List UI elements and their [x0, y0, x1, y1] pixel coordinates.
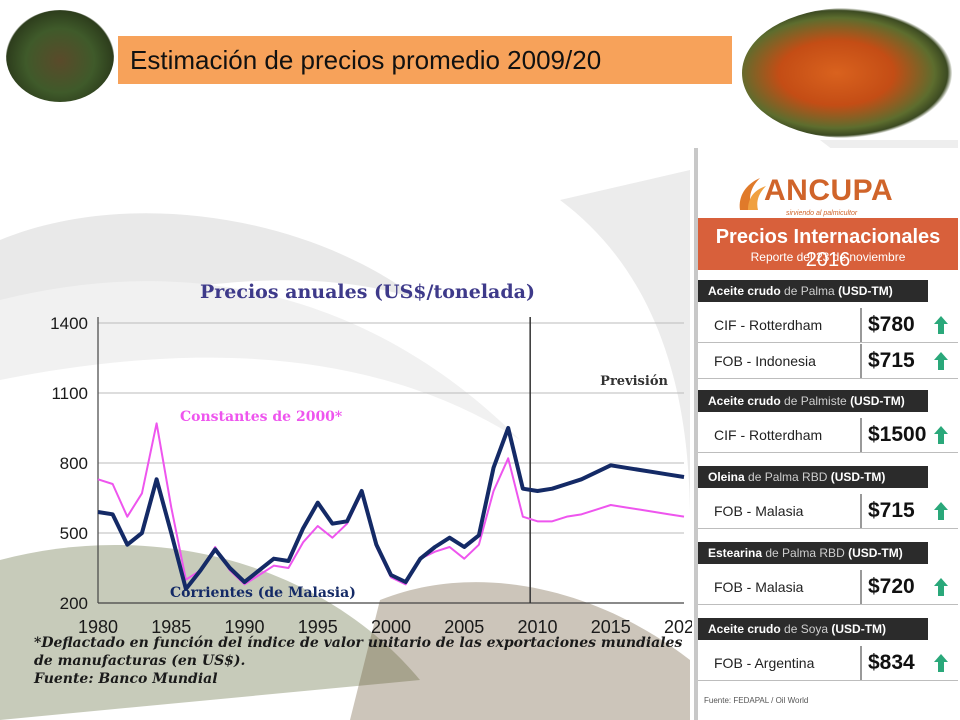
x-tick-label: 2010	[517, 617, 557, 635]
x-tick-label: 1990	[224, 617, 264, 635]
series-constant-2000-line	[97, 422, 685, 586]
y-tick-label: 1100	[51, 384, 88, 403]
price-section-header: Oleina de Palma RBD (USD-TM)	[698, 466, 928, 488]
up-arrow-icon	[934, 316, 948, 334]
price-value: $715	[868, 499, 915, 522]
price-section-header: Aceite crudo de Palmiste (USD-TM)	[698, 390, 928, 412]
price-value: $780	[868, 313, 915, 336]
row-separator	[698, 342, 958, 343]
ancupa-flame-icon	[739, 178, 766, 210]
page-title: Estimación de precios promedio 2009/20	[130, 44, 602, 75]
x-tick-label: 1980	[78, 617, 118, 635]
price-report-header: Precios Internacionales 2016 Reporte del…	[698, 218, 958, 271]
price-row: FOB - Malasia $720	[698, 570, 958, 604]
price-row-label: FOB - Malasia	[714, 579, 804, 595]
price-row-divider	[860, 570, 862, 604]
price-row: FOB - Argentina $834	[698, 646, 958, 680]
up-arrow-icon	[934, 654, 948, 672]
forecast-label: Previsión	[600, 374, 668, 389]
price-chart: Precios anuales (US$/tonelada) 1400 1100 8…	[12, 275, 692, 720]
price-section-header: Aceite crudo de Palma (USD-TM)	[698, 280, 928, 302]
price-value: $715	[868, 349, 915, 372]
price-row-label: FOB - Malasia	[714, 503, 804, 519]
up-arrow-icon	[934, 502, 948, 520]
row-separator	[698, 528, 958, 529]
price-section-header: Estearina de Palma RBD (USD-TM)	[698, 542, 928, 564]
x-tick-label: 1995	[298, 617, 338, 635]
footnote-source: Fuente: Banco Mundial	[34, 671, 218, 687]
ancupa-tagline: sirviendo al palmicultor	[786, 210, 858, 217]
price-row-label: CIF - Rotterdham	[714, 427, 823, 443]
title-banner: Estimación de precios promedio 2009/20	[118, 36, 732, 84]
up-arrow-icon	[934, 352, 948, 370]
row-separator	[698, 604, 958, 605]
y-tick-label: 200	[60, 594, 88, 613]
up-arrow-icon	[934, 578, 948, 596]
series-label-constant: Constantes de 2000*	[180, 409, 343, 425]
price-value: $720	[868, 575, 915, 598]
price-section-header: Aceite crudo de Soya (USD-TM)	[698, 618, 928, 640]
price-row: FOB - Malasia $715	[698, 494, 958, 528]
price-row-divider	[860, 418, 862, 452]
series-current-malaysia-line	[97, 426, 685, 591]
price-row-divider	[860, 646, 862, 680]
price-row-divider	[860, 308, 862, 342]
ancupa-name: ANCUPA	[764, 174, 894, 207]
price-row-label: FOB - Argentina	[714, 655, 815, 671]
price-row: FOB - Indonesia $715	[698, 344, 958, 378]
x-tick-label: 2015	[591, 617, 631, 635]
ancupa-price-panel: ANCUPA sirviendo al palmicultor Precios …	[694, 148, 958, 720]
palm-fruit-photo	[742, 8, 952, 138]
price-report-date: Reporte del 23 de noviembre	[750, 250, 906, 264]
price-report-title: Precios Internacionales 2016	[715, 226, 941, 271]
price-row: CIF - Rotterdham $1500	[698, 418, 958, 452]
row-separator	[698, 378, 958, 379]
y-tick-label: 800	[60, 454, 88, 473]
chart-svg: 1400 1100 800 500 200 1980 1985 1990 1995 2000 200…	[50, 314, 692, 635]
price-row-label: CIF - Rotterdham	[714, 317, 823, 333]
y-tick-label: 500	[60, 524, 88, 543]
x-tick-label: 1985	[151, 617, 191, 635]
series-label-current: Corrientes (de Malasia)	[170, 585, 356, 601]
price-row-divider	[860, 494, 862, 528]
x-tick-label: 2020	[664, 617, 692, 635]
price-source: Fuente: FEDAPAL / Oil World	[704, 696, 809, 705]
price-row-label: FOB - Indonesia	[714, 353, 816, 369]
price-row-divider	[860, 344, 862, 378]
price-row: CIF - Rotterdham $780	[698, 308, 958, 342]
row-separator	[698, 680, 958, 681]
footnote-deflation-cont: de manufacturas (en US$).	[34, 653, 246, 669]
price-value: $834	[868, 651, 915, 674]
palm-trees-photo	[6, 10, 114, 102]
ancupa-logo: ANCUPA sirviendo al palmicultor	[720, 160, 940, 217]
row-separator	[698, 452, 958, 453]
price-value: $1500	[868, 423, 927, 446]
y-tick-label: 1400	[50, 314, 88, 333]
footnote-deflation: *Deflactado en función del índice de val…	[34, 635, 683, 651]
up-arrow-icon	[934, 426, 948, 444]
x-tick-label: 2000	[371, 617, 411, 635]
x-tick-label: 2005	[444, 617, 484, 635]
chart-title: Precios anuales (US$/tonelada)	[200, 281, 535, 303]
